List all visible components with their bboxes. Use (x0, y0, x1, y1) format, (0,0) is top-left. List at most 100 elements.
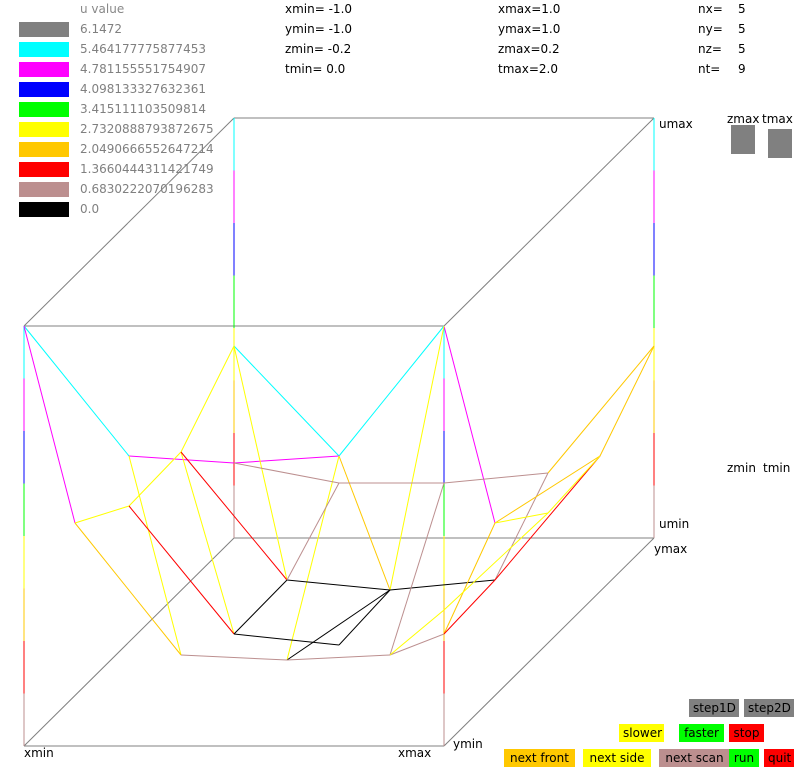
wire-segment (494, 455, 601, 581)
param-nt-label: nt= (698, 62, 721, 76)
wire-segment (389, 633, 445, 656)
param-nt-value: 9 (738, 62, 746, 76)
box-edge (23, 117, 235, 327)
param-ny-label: ny= (698, 22, 723, 36)
wire-segment (180, 654, 288, 661)
wire-segment (494, 455, 601, 524)
wire-segment (180, 451, 235, 635)
axis-label-xmax: xmax (398, 746, 432, 760)
legend-value: 0.0 (80, 202, 100, 216)
quit-button[interactable]: quit (764, 749, 794, 767)
step1d-button[interactable]: step1D (689, 699, 739, 717)
legend-swatch (19, 22, 69, 37)
param-tmax: tmax=2.0 (498, 62, 558, 76)
wire-segment (23, 325, 76, 524)
wire-segment (389, 325, 445, 591)
legend-value: 4.781155551754907 (80, 62, 206, 76)
wire-segment (338, 325, 445, 457)
wire-segment (233, 455, 340, 464)
zmax-slider-handle[interactable] (731, 125, 755, 154)
wire-segment (547, 455, 601, 514)
param-nz-label: nz= (698, 42, 722, 56)
box-edge (443, 537, 655, 747)
legend-swatch (19, 142, 69, 157)
wire-segment (128, 455, 235, 464)
slider-label-zmin: zmin (727, 461, 756, 475)
faster-button[interactable]: faster (679, 724, 724, 742)
wire-segment (389, 609, 445, 656)
legend-value: 3.415111103509814 (80, 102, 206, 116)
legend-value: 2.0490666552647214 (80, 142, 214, 156)
legend-title: u value (80, 2, 125, 16)
wire-segment (389, 482, 445, 656)
legend-swatch (19, 182, 69, 197)
wire-segment (74, 505, 130, 524)
param-ny-value: 5 (738, 22, 746, 36)
wire-segment (286, 579, 391, 591)
axis-label-umax: umax (659, 117, 693, 131)
param-nz-value: 5 (738, 42, 746, 56)
slider-label-tmin: tmin (763, 461, 791, 475)
param-tmin: tmin= 0.0 (285, 62, 346, 76)
step2d-button[interactable]: step2D (744, 699, 794, 717)
wire-segment (180, 451, 288, 581)
wire-segment (74, 522, 182, 656)
box-edge (23, 537, 235, 747)
param-xmin: xmin= -1.0 (285, 2, 353, 16)
next-scan-button[interactable]: next scan (659, 749, 730, 767)
axis-label-umin: umin (659, 517, 690, 531)
param-zmin: zmin= -0.2 (285, 42, 352, 56)
wire-segment (443, 522, 496, 635)
axis-label-ymax: ymax (654, 542, 688, 556)
wire-segment (494, 512, 549, 524)
next-front-button[interactable]: next front (504, 749, 575, 767)
wire-segment (338, 589, 391, 646)
legend-value: 2.7320888793872675 (80, 122, 214, 136)
tmax-slider-handle[interactable] (768, 129, 792, 158)
legend-swatch (19, 122, 69, 137)
wire-segment (286, 589, 391, 661)
param-zmax: zmax=0.2 (498, 42, 560, 56)
legend-swatch (19, 82, 69, 97)
wire-segment (128, 455, 182, 656)
param-ymax: ymax=1.0 (498, 22, 561, 36)
legend-value: 4.098133327632361 (80, 82, 206, 96)
wire-segment (443, 579, 496, 635)
axis-label-xmin: xmin (24, 746, 54, 760)
wire-segment (494, 472, 549, 581)
wire-segment (233, 345, 288, 581)
wire-segment (233, 633, 340, 646)
next-side-button[interactable]: next side (583, 749, 651, 767)
param-ymin: ymin= -1.0 (285, 22, 353, 36)
wire-segment (180, 345, 235, 453)
legend-value: 0.6830222070196283 (80, 182, 214, 196)
legend-value: 5.464177775877453 (80, 42, 206, 56)
wire-segment (233, 345, 340, 457)
wire-segment (23, 325, 130, 457)
legend-swatch (19, 62, 69, 77)
param-nx-label: nx= (698, 2, 723, 16)
wire-segment (128, 505, 235, 635)
legend-swatch (19, 202, 69, 217)
stop-button[interactable]: stop (729, 724, 764, 742)
slider-label-tmax: tmax (762, 112, 793, 126)
wire-segment (338, 455, 391, 591)
run-button[interactable]: run (729, 749, 759, 767)
wire-segment (286, 654, 391, 661)
param-nx-value: 5 (738, 2, 746, 16)
axis-label-ymin: ymin (453, 737, 483, 751)
slider-label-zmax: zmax (727, 112, 760, 126)
wire-segment (233, 579, 288, 635)
slower-button[interactable]: slower (619, 724, 664, 742)
wire-segment (443, 512, 549, 611)
wire-segment (286, 455, 340, 661)
wire-segment (547, 345, 655, 474)
wire-segment (233, 462, 340, 484)
wire-segment (389, 579, 496, 591)
param-xmax: xmax=1.0 (498, 2, 561, 16)
wire-segment (599, 345, 655, 457)
legend-swatch (19, 102, 69, 117)
legend-swatch (19, 162, 69, 177)
legend-swatch (19, 42, 69, 57)
